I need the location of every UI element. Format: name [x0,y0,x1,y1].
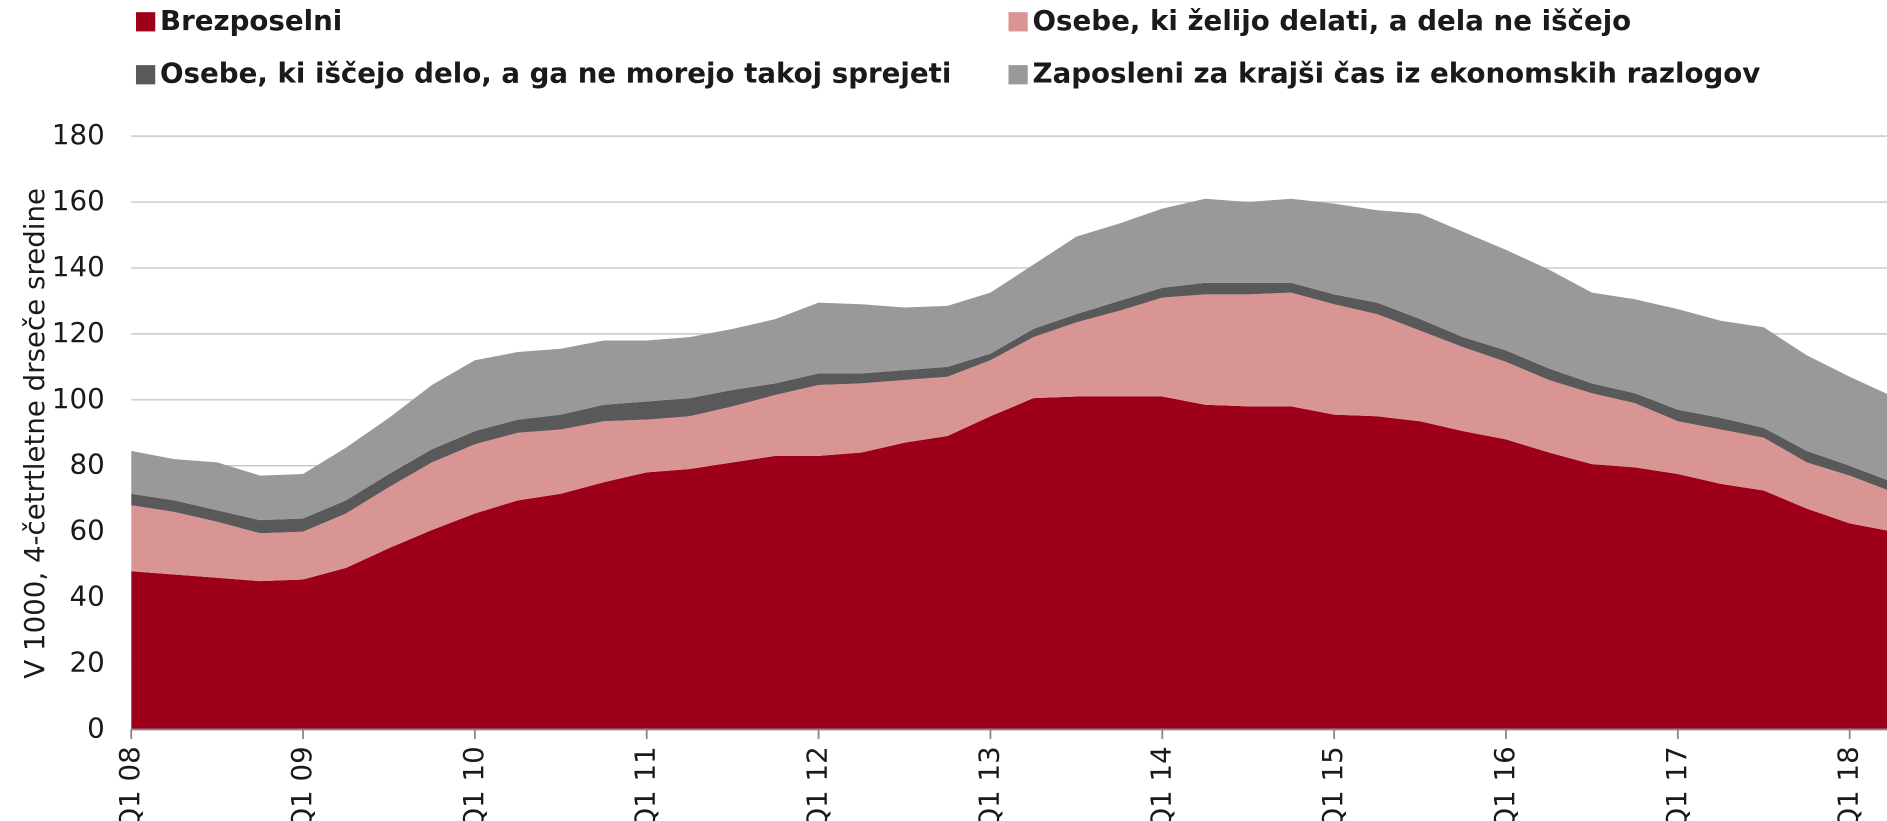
x-tick-label: Q1 18 [1832,746,1865,821]
y-tick-label: 160 [52,184,105,217]
legend-swatch [135,12,156,32]
x-tick-label: Q1 17 [1660,746,1693,821]
y-tick-label: 180 [52,118,105,151]
x-tick-label: Q1 16 [1488,746,1521,821]
legend-label: Zaposleni za krajši čas iz ekonomskih ra… [1033,57,1761,90]
area [131,292,1887,582]
y-tick-label: 60 [69,514,104,547]
y-tick-label: 120 [52,316,105,349]
y-tick-label: 0 [87,711,105,744]
y-tick-label: 140 [52,250,105,283]
legend-label: Brezposelni [160,4,342,37]
legend-swatch [1008,12,1028,32]
areas [131,198,1887,730]
legend-label: Osebe, ki iščejo delo, a ga ne morejo ta… [160,57,951,90]
x-tick-label: Q1 08 [113,746,146,821]
y-tick-label: 100 [52,382,105,415]
x-tick-label: Q1 14 [1144,746,1177,821]
x-tick-label: Q1 09 [285,746,318,821]
area [131,198,1887,521]
legend-label: Osebe, ki želijo delati, a dela ne iščej… [1033,4,1632,37]
y-axis-label: V 1000, 4-četrtletne drseče sredine [18,188,51,679]
x-tick-label: Q1 10 [457,746,490,821]
legend-swatch [1008,65,1028,85]
axes: 0 20 40 60 80 100 120 140 160 180 Q1 08 Q1 09 Q1 10 Q… [52,118,1887,821]
area [131,396,1887,730]
y-tick-label: 20 [69,645,104,678]
legend-swatch [135,65,156,85]
x-tick-label: Q1 15 [1316,746,1349,821]
x-tick-label: Q1 11 [629,746,662,821]
y-tick-label: 80 [69,448,104,481]
x-tick-label: Q1 13 [972,746,1005,821]
x-tick-label: Q1 12 [801,746,834,821]
y-tick-label: 40 [69,580,104,613]
